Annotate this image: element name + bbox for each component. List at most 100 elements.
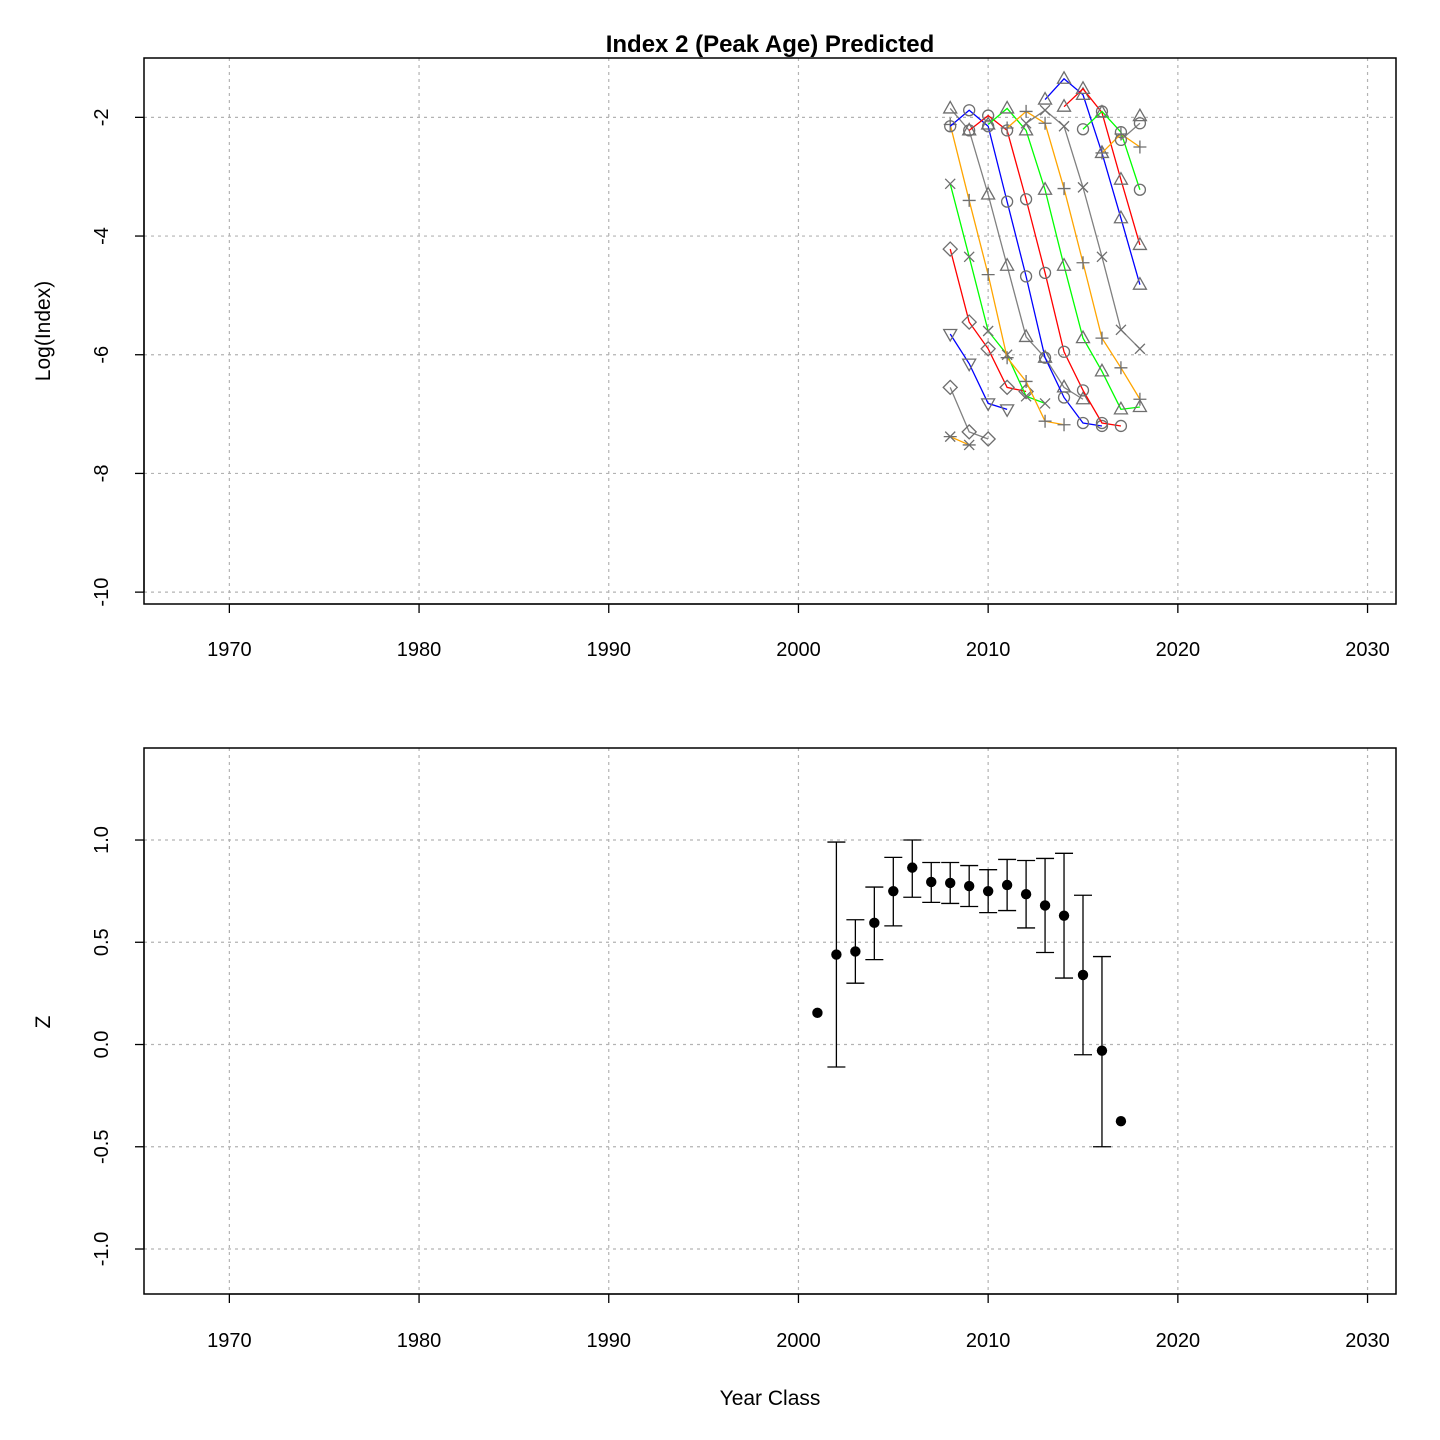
bottom-x-tick-label: 1970 (207, 1330, 252, 1352)
series-1-point (980, 431, 997, 447)
top-x-tick-label: 2030 (1345, 639, 1390, 661)
series-13-point (1075, 80, 1091, 95)
series-0-point (962, 439, 976, 451)
z-point (812, 1007, 823, 1019)
series-8-point (963, 124, 976, 137)
series-5-point (962, 193, 976, 207)
series-8-point (982, 109, 995, 122)
series-8-point (1114, 419, 1128, 433)
series-7-point (944, 120, 957, 133)
series-3-point (942, 241, 959, 258)
top-y-tick-label: -6 (91, 346, 113, 364)
series-14 (1076, 105, 1147, 196)
series-5-point (1038, 414, 1052, 428)
series-8 (963, 109, 1128, 433)
series-13-point (1132, 236, 1148, 251)
series-11-point (1020, 117, 1032, 129)
series-6-point (1018, 328, 1034, 343)
series-10-point (1114, 361, 1128, 375)
series-14-line (1082, 110, 1141, 190)
series-16-point (1114, 133, 1128, 147)
series-9-point (999, 100, 1015, 114)
series-5-point (1000, 351, 1014, 365)
series-10-point (1057, 182, 1071, 196)
series-17-point (1132, 107, 1148, 122)
bottom-panel: 1970 1980 1990 2000 2010 2020 2030 1.0 0.5 0.0 -0… (32, 747, 1397, 1410)
series-2-point (980, 398, 996, 412)
series-4-point (1039, 397, 1051, 409)
series-6-point (961, 122, 977, 136)
series-5 (943, 117, 1071, 432)
z-point (982, 885, 994, 897)
series-7-point (963, 104, 976, 117)
series-10-point (1038, 116, 1052, 130)
top-x-axis: 1970 1980 1990 2000 2010 2020 2030 (207, 603, 1390, 661)
series-9-point (1113, 401, 1129, 415)
series-12-line (1044, 77, 1141, 285)
series-11-point (1058, 120, 1070, 132)
z-point (1058, 910, 1070, 921)
series-16 (1114, 117, 1147, 147)
series-7-point (1095, 419, 1109, 433)
series-1-point (942, 379, 959, 396)
series-11 (1020, 104, 1146, 355)
series-7-point (1000, 195, 1014, 208)
series-13-point (1056, 98, 1072, 112)
series-3-point (961, 314, 978, 331)
series-6-point (1075, 390, 1091, 405)
top-panel: 1970 1980 1990 2000 2010 2020 2030 -2 -4 -6 -8 -10… (32, 31, 1397, 661)
series-13-line (1063, 87, 1141, 246)
series-11-point (1134, 343, 1146, 355)
series-11-point (1039, 104, 1051, 116)
top-x-tick-label: 2020 (1156, 639, 1201, 661)
series-8-point (1076, 384, 1090, 397)
series-17 (1132, 107, 1148, 122)
bottom-y-tick-label: 0.0 (91, 1031, 113, 1059)
z-point (888, 885, 899, 897)
bottom-y-tick-label: -1.0 (91, 1232, 113, 1266)
bottom-x-axis-title: Year Class (720, 1387, 821, 1410)
bottom-plot-area (812, 839, 1127, 1148)
series-11-point (1096, 251, 1108, 263)
series-12-point (1132, 276, 1148, 290)
series-16-line (1120, 122, 1141, 141)
z-point (869, 917, 880, 929)
top-y-tick-label: -4 (91, 227, 113, 245)
series-5-point (1019, 374, 1033, 388)
series-10-point (1019, 104, 1033, 118)
bottom-x-tick-label: 2030 (1345, 1330, 1390, 1352)
series-3-point (1018, 383, 1035, 400)
series-16-point (1133, 117, 1147, 130)
bottom-grid (144, 748, 1396, 1294)
series-9-point (1056, 257, 1072, 271)
z-point (850, 946, 861, 957)
series-0 (943, 431, 976, 451)
series-8-point (1095, 416, 1109, 430)
series-2-point (961, 358, 977, 372)
series-15-point (1133, 140, 1147, 154)
top-x-tick-label: 2000 (776, 639, 821, 661)
series-6-point (1037, 349, 1053, 363)
series-5-point (981, 268, 995, 282)
bottom-y-axis-title: Z (32, 1015, 55, 1028)
top-y-tick-label: -2 (91, 108, 113, 126)
series-6-line (949, 108, 1084, 400)
top-y-axis: -2 -4 -6 -8 -10 (91, 108, 145, 607)
bottom-x-tick-label: 1980 (397, 1330, 442, 1352)
bottom-x-tick-label: 2020 (1156, 1330, 1201, 1352)
series-3-point (980, 340, 997, 357)
series-6-point (942, 100, 958, 114)
series-12-point (1037, 91, 1053, 105)
series-13-point (1113, 171, 1129, 185)
series-5-point (1057, 418, 1071, 432)
bottom-y-tick-label: 1.0 (91, 826, 113, 854)
series-14-point (1095, 105, 1109, 118)
series-9-point (1018, 122, 1034, 136)
series-7-point (1019, 270, 1033, 283)
z-point (1020, 889, 1032, 900)
series-2 (942, 328, 1015, 418)
top-y-tick-label: -10 (91, 578, 113, 607)
z-point (907, 862, 918, 873)
